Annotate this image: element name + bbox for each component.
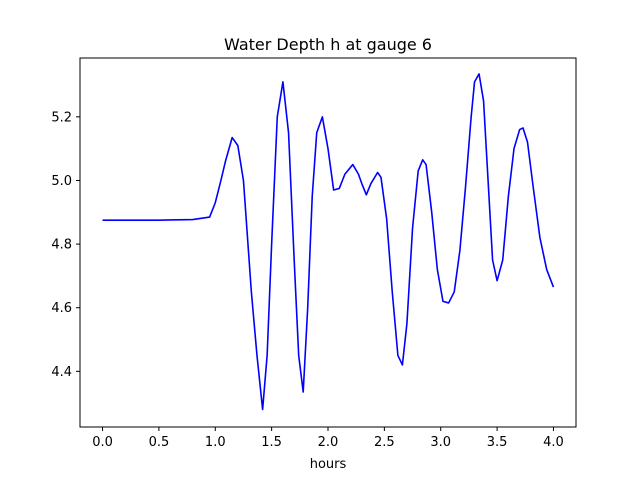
x-tick-label: 0.0: [92, 435, 113, 450]
plot-frame: [79, 57, 577, 428]
y-tick-label: 5.0: [51, 174, 72, 189]
x-tick-label: 0.5: [149, 435, 170, 450]
plot-area: [79, 57, 577, 428]
x-tick-label: 2.5: [374, 435, 395, 450]
x-tick-label: 2.0: [318, 435, 339, 450]
chart-title: Water Depth h at gauge 6: [224, 35, 432, 54]
x-tick-label: 1.5: [261, 435, 282, 450]
y-tick-label: 5.2: [51, 110, 72, 125]
series-line-0: [102, 73, 555, 411]
x-tick-label: 3.5: [487, 435, 508, 450]
y-tick-label: 4.6: [51, 301, 72, 316]
y-axis-ticks: 4.4 4.6 4.8 5.0 5.2: [51, 110, 80, 380]
x-axis-label: hours: [310, 457, 347, 472]
x-tick-label: 3.0: [430, 435, 451, 450]
x-tick-label: 4.0: [543, 435, 564, 450]
y-tick-label: 4.8: [51, 238, 72, 253]
y-tick-label: 4.4: [51, 365, 72, 380]
x-axis-ticks: 0.0 0.5 1.0 1.5 2.0 2.5 3.0 3.5 4.0: [92, 427, 564, 450]
x-tick-label: 1.0: [205, 435, 226, 450]
